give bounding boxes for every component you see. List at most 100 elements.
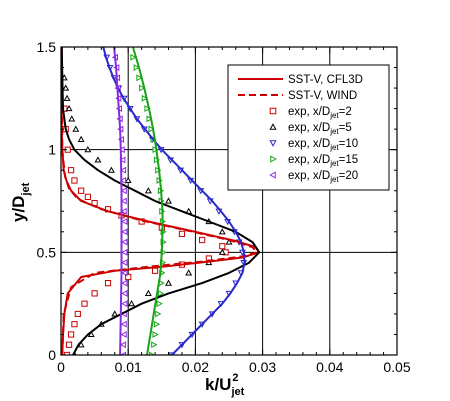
legend-marker-swatch <box>269 107 277 115</box>
data-point <box>91 290 98 297</box>
data-point <box>77 135 85 142</box>
legend-label: exp, x/Djet=2 <box>288 106 352 120</box>
data-point <box>155 310 162 318</box>
plot-frame <box>60 46 398 356</box>
data-point <box>71 177 78 184</box>
data-point <box>71 321 78 328</box>
data-point <box>185 269 193 276</box>
x-tick-label: 0.03 <box>249 359 276 375</box>
data-point <box>118 146 125 154</box>
data-point <box>225 238 233 245</box>
data-point <box>218 228 226 235</box>
data-point <box>87 330 95 338</box>
data-point <box>120 197 127 205</box>
legend-marker-swatch <box>269 171 276 179</box>
data-point <box>63 94 71 101</box>
data-point <box>144 187 152 194</box>
legend-item: exp, x/Djet=15 <box>270 154 358 168</box>
legend-label: exp, x/Djet=15 <box>288 154 358 168</box>
y-axis-title: y/Djet <box>9 182 32 222</box>
data-point <box>146 115 153 123</box>
legend: SST-V, CFL3D SST-V, WIND exp, x/Djet=2 exp,… <box>227 64 390 191</box>
data-point <box>84 146 92 153</box>
data-point <box>111 310 119 317</box>
series-line <box>131 47 164 355</box>
x-axis-title: k/Ujet2 <box>205 372 245 398</box>
legend-item: exp, x/Djet=10 <box>269 138 358 152</box>
data-point <box>68 115 76 122</box>
x-tick-label: 0.02 <box>182 359 209 375</box>
data-point <box>119 341 127 349</box>
data-point <box>130 53 137 61</box>
data-point <box>62 84 70 91</box>
data-point <box>141 94 148 102</box>
x-tick-label: 0.05 <box>383 359 410 375</box>
data-point <box>121 238 128 246</box>
data-point <box>119 166 127 174</box>
legend-item: exp, x/Djet=5 <box>269 122 352 136</box>
data-point <box>63 351 71 355</box>
legend-label: exp, x/Djet=20 <box>288 170 358 184</box>
x-tick-label: 0 <box>57 359 65 375</box>
legend-label: exp, x/Djet=5 <box>288 122 352 136</box>
data-point <box>218 248 226 255</box>
data-point <box>107 166 115 173</box>
data-point <box>124 176 132 184</box>
legend-item: SST-V, CFL3D <box>238 74 363 86</box>
data-point <box>120 331 127 338</box>
legend-label: SST-V, WIND <box>288 90 357 102</box>
data-point <box>119 177 127 184</box>
data-point <box>72 125 80 132</box>
data-point <box>139 84 146 92</box>
data-point <box>94 156 102 163</box>
data-point <box>128 300 136 307</box>
data-point <box>67 167 75 174</box>
data-point <box>165 197 172 204</box>
data-point <box>149 351 156 355</box>
data-point <box>151 341 158 349</box>
data-point <box>81 300 88 307</box>
data-point <box>178 230 186 237</box>
data-point <box>104 280 112 287</box>
data-point <box>148 125 155 133</box>
data-point <box>157 289 165 297</box>
data-point <box>121 248 128 256</box>
data-point <box>144 289 152 296</box>
data-point <box>65 104 73 112</box>
series-line <box>102 47 246 355</box>
series-layer <box>61 47 261 355</box>
y-tick-label: 0 <box>48 347 56 363</box>
legend-label: SST-V, CFL3D <box>288 74 363 86</box>
data-point <box>144 105 151 113</box>
data-point <box>120 187 127 195</box>
series-line <box>113 47 123 355</box>
data-point <box>119 156 126 164</box>
x-tick-label: 0.04 <box>316 359 343 375</box>
data-point <box>78 187 85 194</box>
data-point <box>119 351 127 355</box>
y-tick-label: 1 <box>48 142 56 158</box>
data-point <box>121 259 128 267</box>
legend-marker-swatch <box>270 155 277 163</box>
axis-ticks: 0 0.01 0.02 0.03 0.04 0.05 0 0.5 1 1.5 <box>37 39 411 375</box>
data-point <box>74 310 81 318</box>
legend-marker-swatch <box>269 140 277 147</box>
data-point <box>133 64 140 71</box>
data-point <box>121 289 128 297</box>
data-point <box>121 218 128 225</box>
y-tick-label: 0.5 <box>37 244 57 260</box>
plot-border <box>60 46 398 356</box>
data-point <box>67 331 75 338</box>
data-point <box>121 300 128 308</box>
data-point <box>120 207 127 215</box>
legend-box <box>227 64 390 191</box>
data-point <box>121 269 128 277</box>
data-point <box>64 146 71 153</box>
data-point <box>84 193 91 200</box>
x-tick-label: 0.01 <box>115 359 142 375</box>
legend-item: exp, x/Djet=20 <box>269 170 358 184</box>
legend-item: exp, x/Djet=2 <box>269 106 352 120</box>
legend-label: exp, x/Djet=10 <box>288 138 358 152</box>
